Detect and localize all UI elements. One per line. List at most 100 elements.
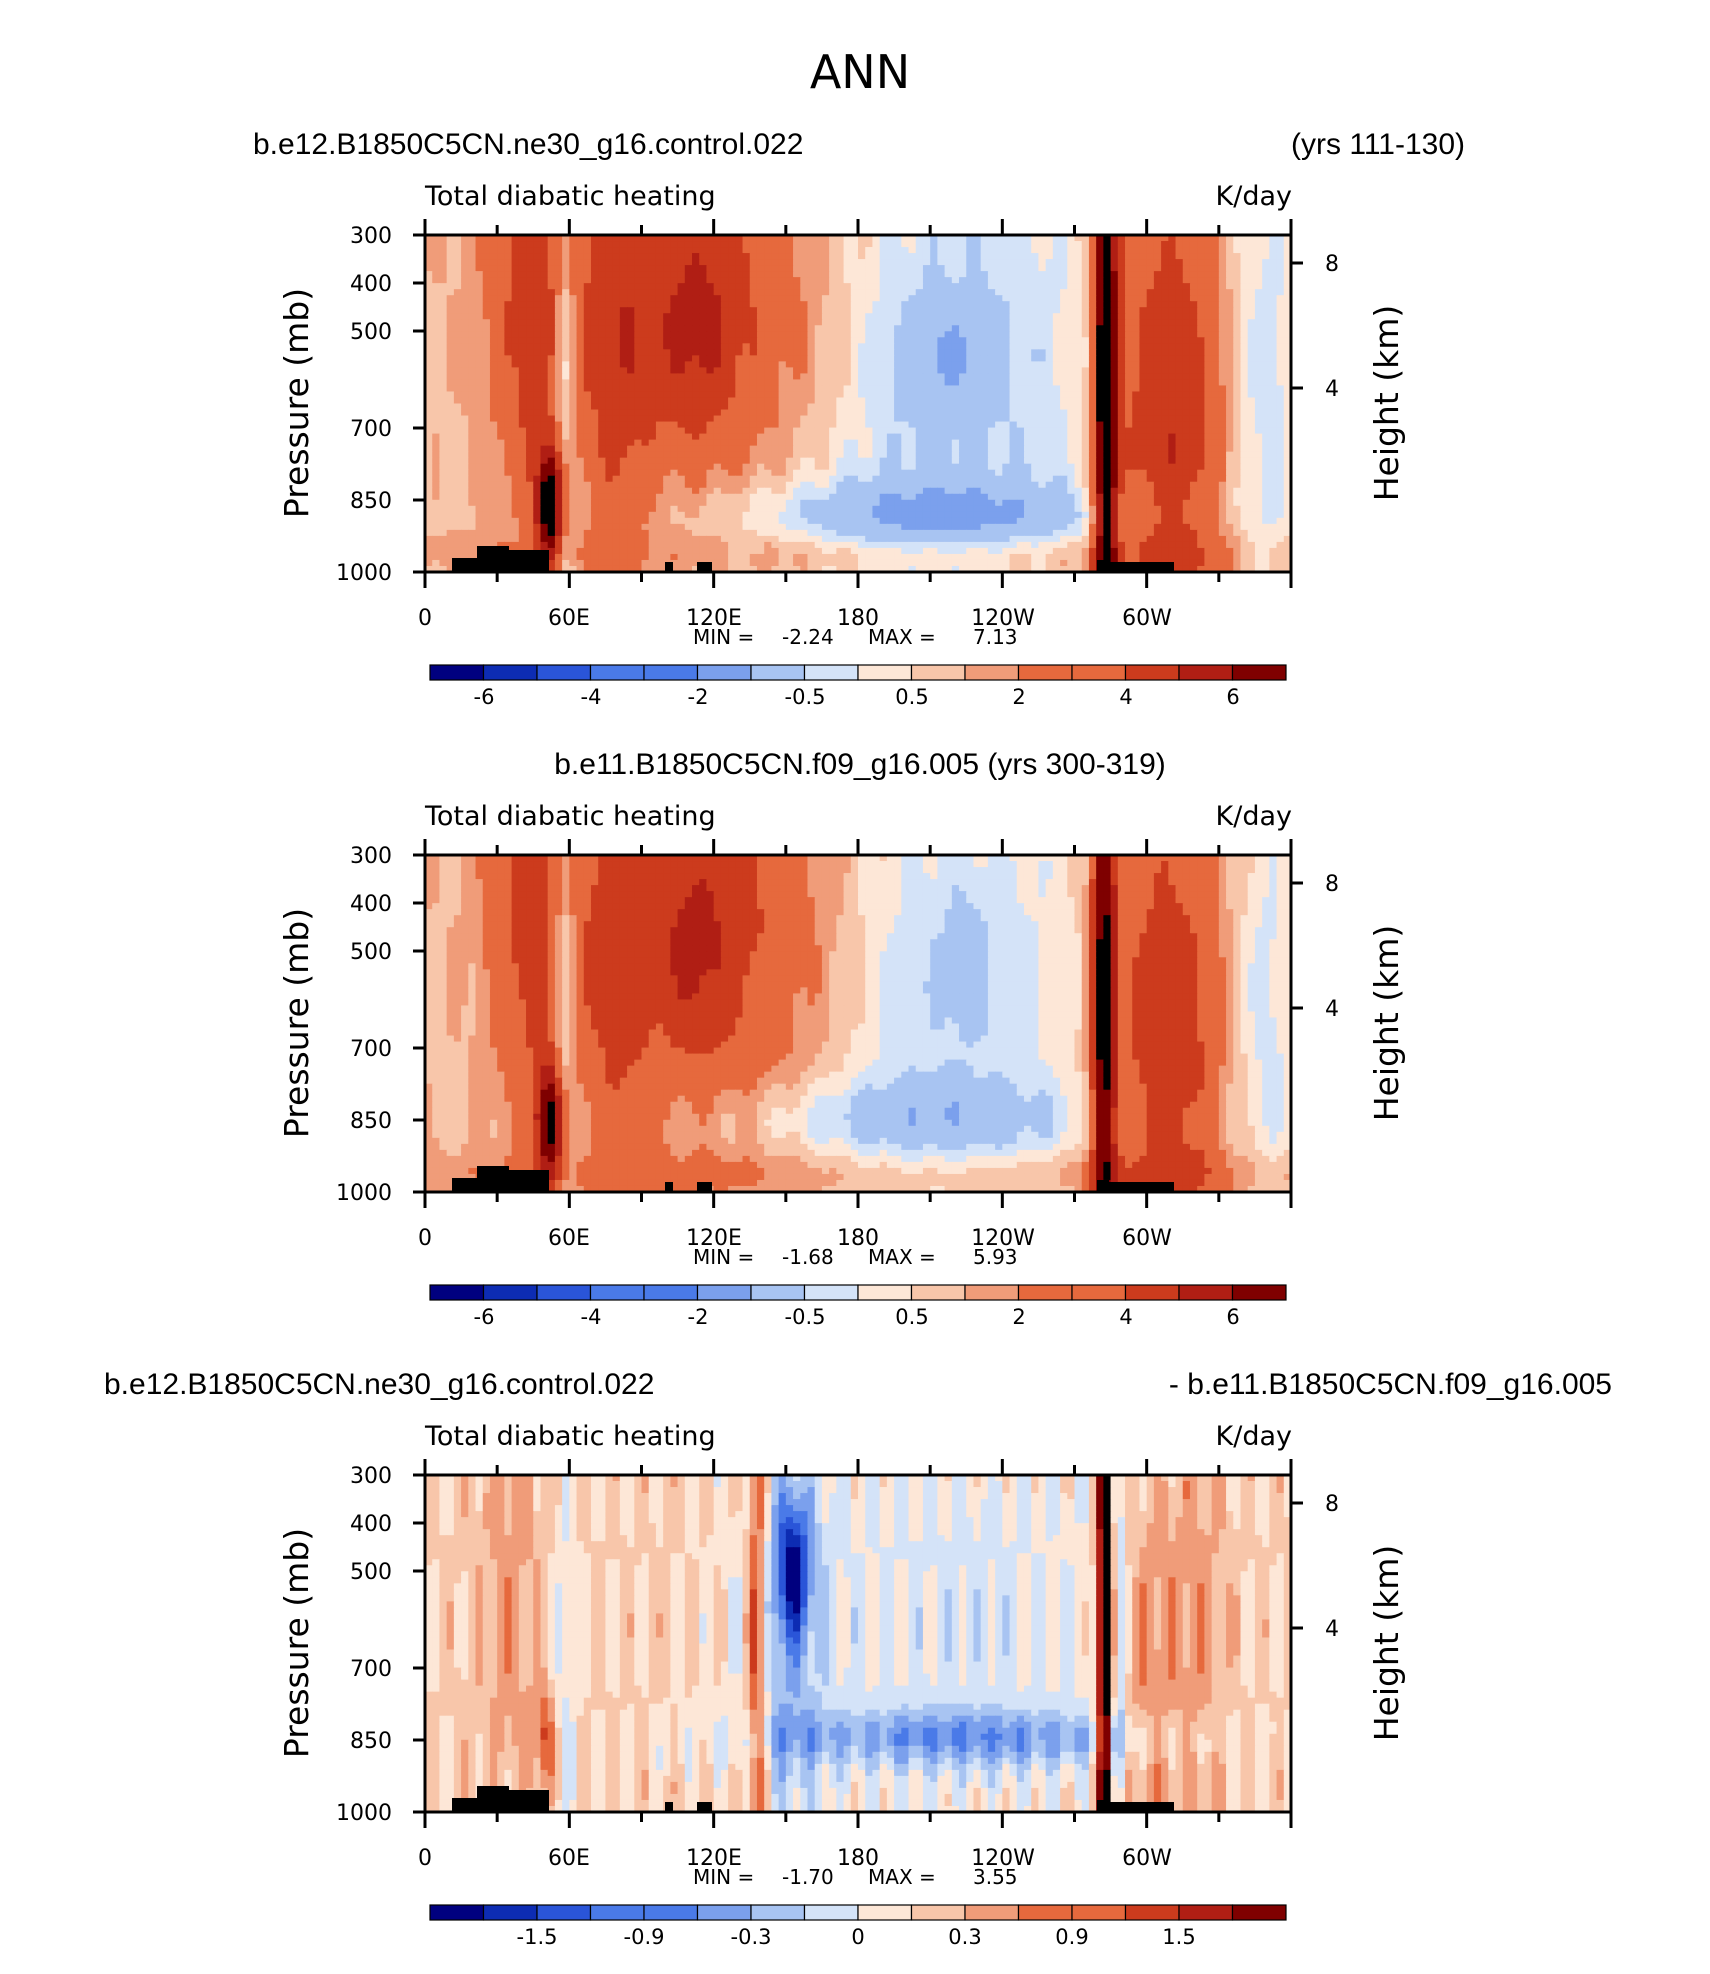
heatmap-cell (1074, 295, 1083, 302)
heatmap-cell (1045, 235, 1054, 242)
heatmap-cell (1269, 253, 1278, 260)
heatmap-cell (1081, 277, 1090, 284)
heatmap-cell (1139, 409, 1148, 417)
heatmap-cell (995, 385, 1003, 393)
heatmap-cell (446, 271, 455, 278)
heatmap-cell (605, 307, 614, 314)
heatmap-cell (951, 235, 960, 242)
heatmap-cell (627, 391, 635, 399)
heatmap-cell (944, 271, 953, 278)
heatmap-cell (1052, 235, 1061, 242)
heatmap-cell (1233, 313, 1242, 320)
heatmap-cell (634, 481, 643, 489)
heatmap-cell (987, 301, 996, 308)
heatmap-cell (987, 313, 996, 320)
heatmap-cell (1146, 295, 1155, 302)
heatmap-cell (1269, 283, 1278, 290)
heatmap-cell (461, 469, 469, 477)
heatmap-cell (937, 433, 946, 441)
heatmap-cell (1168, 277, 1177, 284)
heatmap-cell (735, 367, 744, 375)
heatmap-cell (1182, 475, 1191, 483)
heatmap-cell (915, 355, 924, 362)
heatmap-cell (1088, 241, 1097, 248)
heatmap-cell (829, 439, 837, 447)
heatmap-cell (1067, 469, 1076, 477)
heatmap-cell (511, 349, 520, 356)
heatmap-cell (1197, 445, 1205, 453)
heatmap-cell (735, 259, 744, 266)
heatmap-cell (605, 331, 614, 338)
heatmap-cell (785, 289, 794, 296)
heatmap-cell (1204, 301, 1213, 308)
heatmap-cell (1211, 379, 1220, 387)
heatmap-cell (1175, 421, 1184, 429)
heatmap-cell (1045, 337, 1054, 344)
heatmap-cell (1009, 397, 1018, 405)
heatmap-cell (980, 247, 989, 254)
heatmap-cell (1146, 307, 1155, 314)
heatmap-cell (511, 355, 520, 362)
heatmap-cell (554, 265, 563, 272)
heatmap-cell (937, 403, 946, 411)
heatmap-cell (1074, 241, 1083, 248)
heatmap-cell (1276, 247, 1285, 254)
heatmap-cell (771, 301, 780, 308)
heatmap-cell (814, 343, 823, 350)
heatmap-cell (1016, 295, 1025, 302)
heatmap-cell (1074, 403, 1083, 411)
heatmap-cell (1088, 373, 1097, 381)
heatmap-cell (1002, 373, 1011, 381)
heatmap-cell (692, 421, 700, 429)
heatmap-cell (1110, 349, 1119, 356)
heatmap-cell (598, 349, 607, 356)
heatmap-cell (980, 337, 989, 344)
heatmap-cell (1175, 349, 1184, 356)
heatmap-cell (850, 325, 859, 332)
heatmap-cell (1262, 313, 1270, 320)
heatmap-cell (1254, 433, 1263, 441)
heatmap-cell (533, 439, 542, 447)
heatmap-cell (814, 445, 823, 453)
heatmap-cell (1262, 409, 1270, 417)
heatmap-cell (670, 469, 679, 477)
heatmap-cell (1189, 397, 1198, 405)
heatmap-cell (547, 337, 556, 344)
heatmap-cell (1060, 415, 1068, 423)
heatmap-cell (951, 349, 960, 356)
heatmap-cell (432, 445, 441, 453)
heatmap-cell (684, 319, 693, 326)
heatmap-cell (1197, 277, 1205, 284)
heatmap-cell (1081, 349, 1090, 356)
heatmap-cell (987, 349, 996, 356)
heatmap-cell (742, 253, 751, 260)
heatmap-cell (793, 409, 801, 417)
heatmap-cell (1132, 319, 1141, 326)
heatmap-cell (526, 397, 534, 405)
heatmap-cell (1262, 403, 1270, 411)
heatmap-cell (807, 313, 816, 320)
heatmap-cell (1074, 277, 1083, 284)
heatmap-cell (1060, 241, 1068, 248)
heatmap-cell (1125, 403, 1133, 411)
heatmap-cell (540, 433, 549, 441)
heatmap-cell (684, 481, 693, 489)
heatmap-cell (1117, 373, 1126, 381)
heatmap-cell (879, 247, 888, 254)
heatmap-cell (1226, 355, 1234, 362)
heatmap-cell (901, 457, 910, 465)
heatmap-cell (886, 451, 895, 459)
heatmap-cell (1182, 391, 1191, 399)
heatmap-cell (800, 469, 809, 477)
heatmap-cell (807, 295, 816, 302)
heatmap-cell (995, 283, 1003, 290)
heatmap-cell (468, 415, 477, 423)
heatmap-cell (1117, 403, 1126, 411)
heatmap-cell (959, 325, 967, 332)
heatmap-cell (634, 445, 643, 453)
heatmap-cell (489, 481, 498, 489)
heatmap-cell (663, 373, 671, 381)
heatmap-cell (793, 373, 801, 381)
heatmap-cell (598, 361, 607, 368)
heatmap-cell (547, 427, 556, 435)
